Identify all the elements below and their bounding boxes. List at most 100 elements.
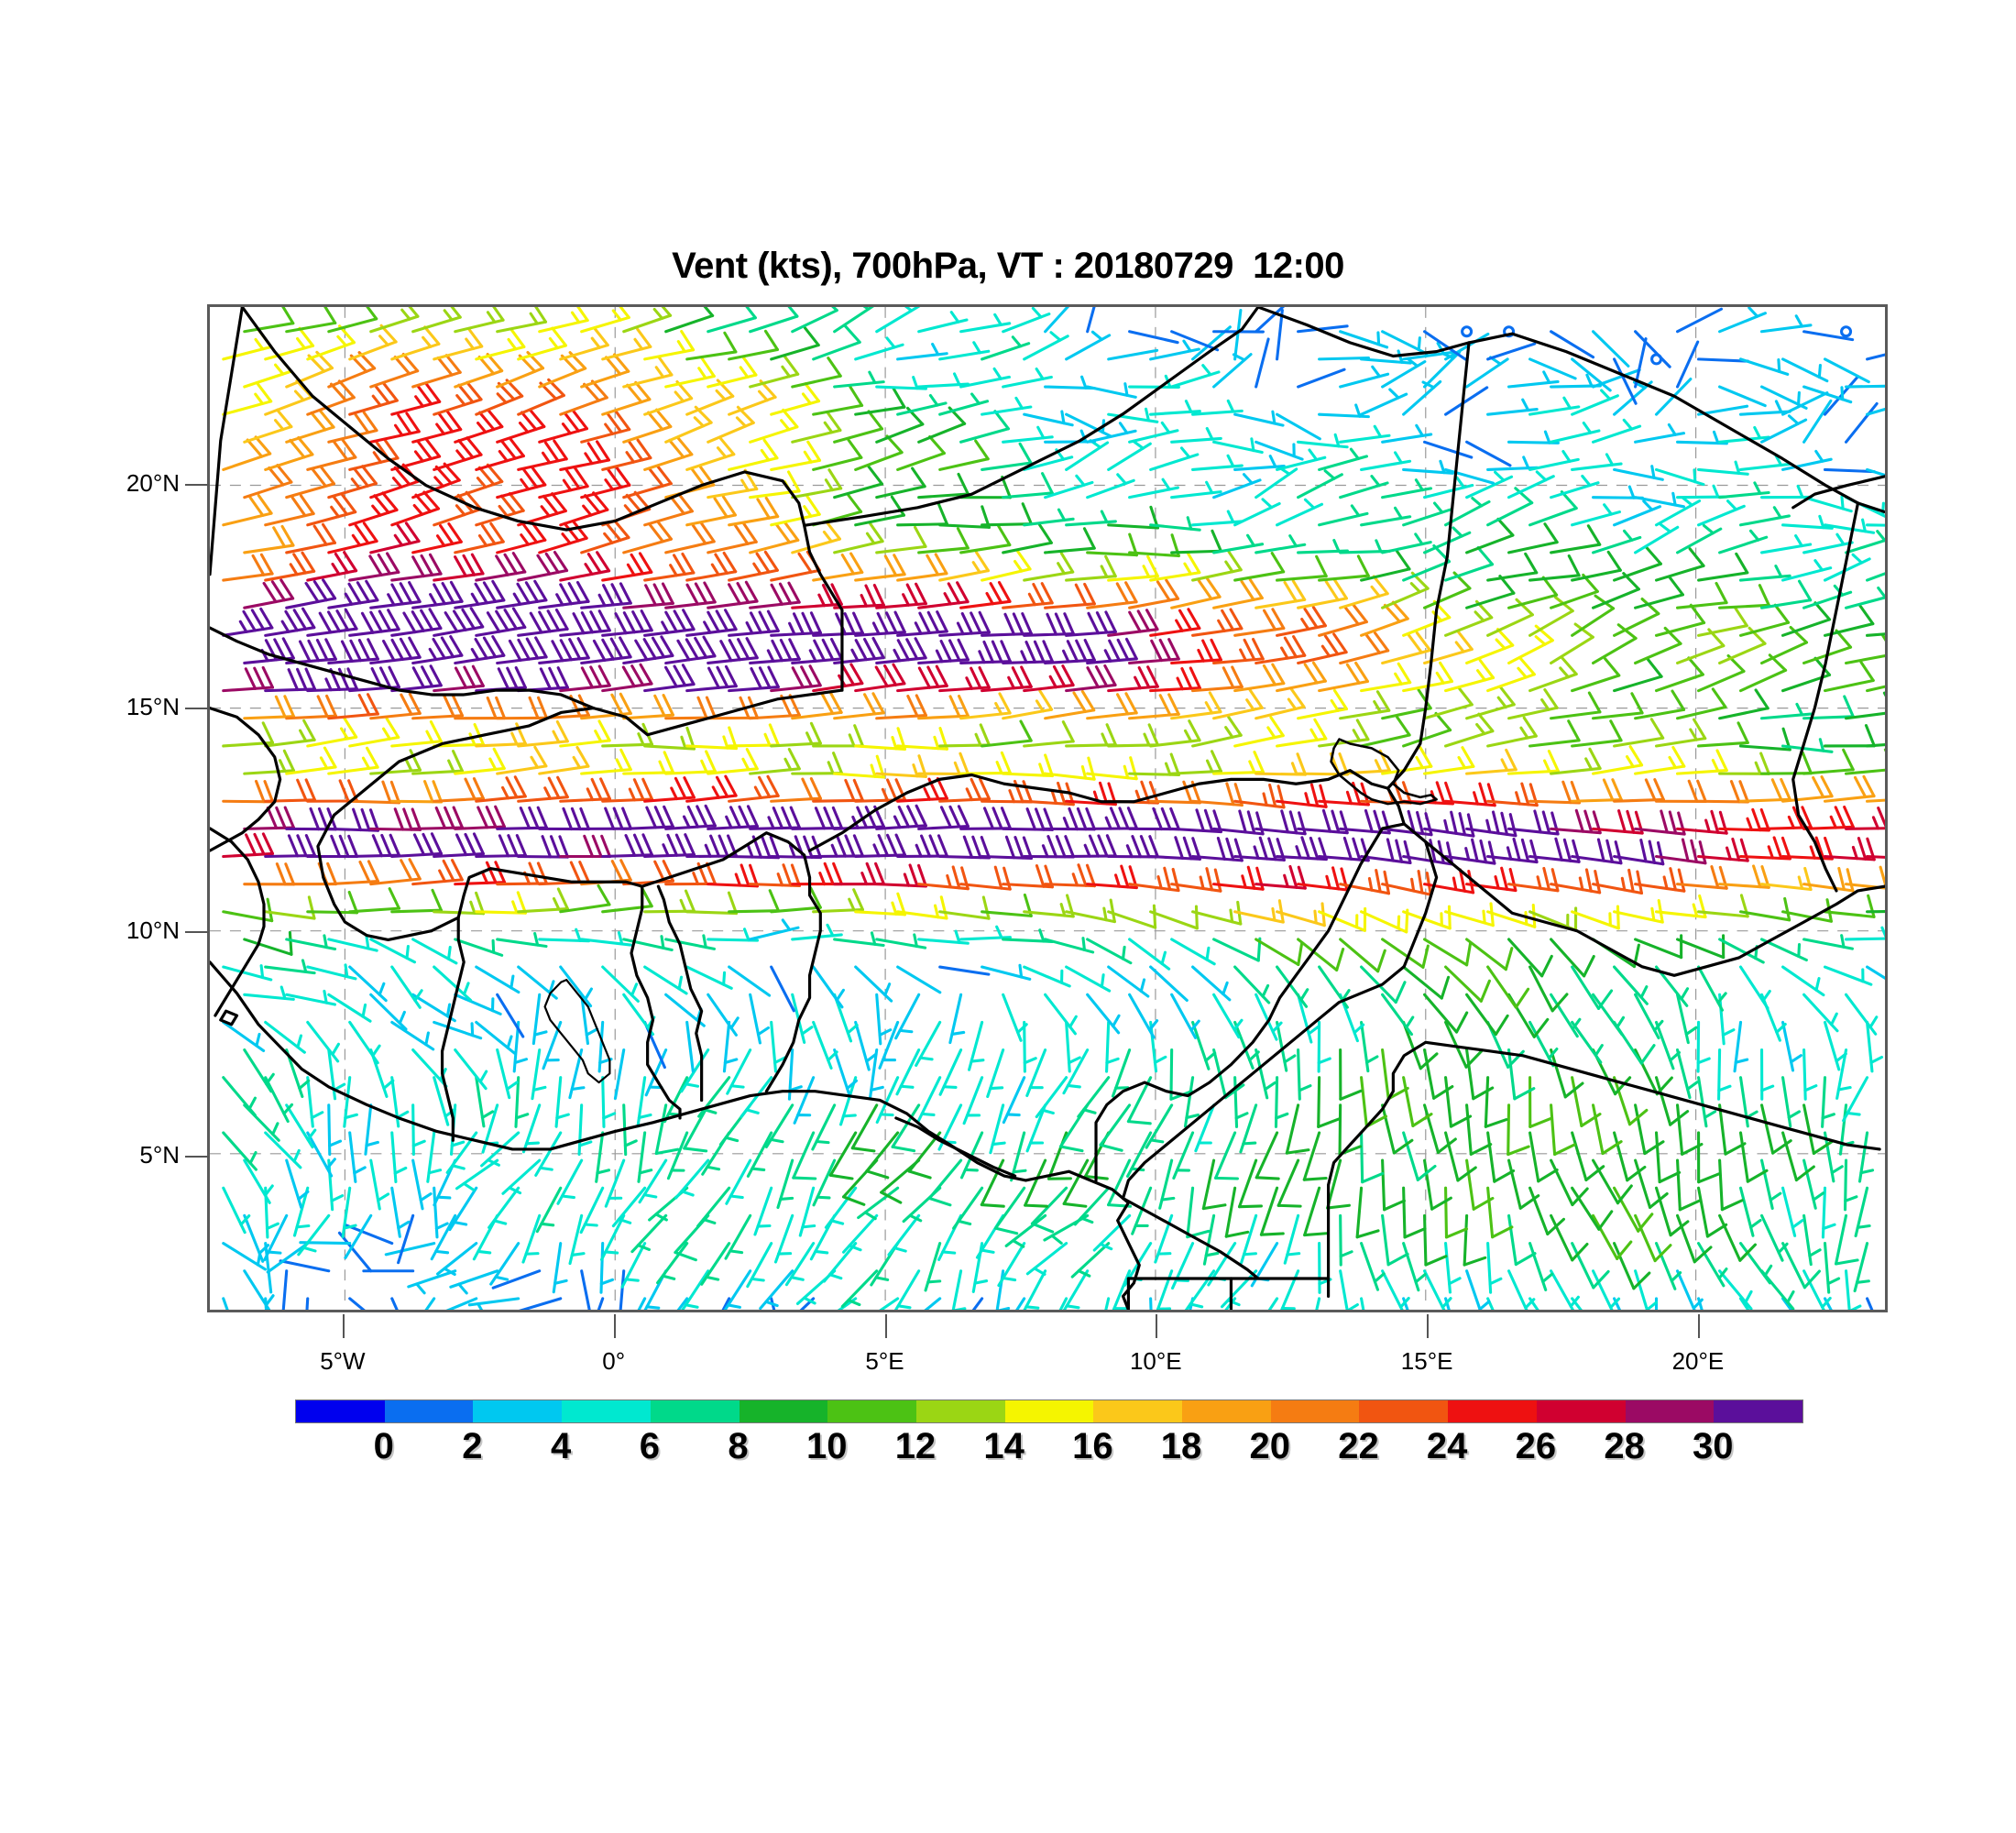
wind-barb — [643, 776, 696, 803]
wind-barb — [664, 581, 717, 609]
wind-barb — [1718, 1103, 1747, 1156]
wind-barb — [993, 1186, 1026, 1235]
wind-barb — [601, 777, 654, 803]
wind-barb — [1360, 600, 1409, 637]
wind-barb — [1004, 1213, 1047, 1248]
wind-barb — [1339, 868, 1391, 895]
wind-barb — [1280, 1269, 1300, 1310]
wind-barb — [1212, 993, 1244, 1039]
wind-barb — [1423, 1213, 1448, 1267]
wind-barb — [264, 1186, 279, 1239]
wind-barb — [1191, 550, 1243, 582]
wind-barb — [854, 386, 906, 416]
wind-barb — [1528, 1186, 1565, 1235]
wind-barb — [475, 965, 520, 994]
wind-barb — [879, 1297, 900, 1310]
wind-barb — [1844, 530, 1885, 554]
wind-barb — [1697, 1242, 1728, 1288]
wind-barb — [728, 965, 772, 997]
wind-barb — [791, 752, 844, 775]
wind-barb — [622, 465, 673, 499]
wind-barb — [1239, 1103, 1258, 1154]
wind-barb — [1002, 522, 1053, 554]
wind-barb — [348, 552, 400, 582]
wind-barb — [1189, 1297, 1195, 1310]
wind-barb — [559, 379, 608, 416]
wind-barb — [1697, 606, 1748, 637]
wind-barb — [1044, 474, 1094, 499]
wind-barb — [1002, 582, 1054, 609]
wind-barb — [875, 466, 926, 499]
wind-barb — [1023, 508, 1075, 527]
wind-barb — [1486, 1131, 1516, 1183]
wind-barb — [1507, 938, 1553, 978]
wind-barb — [1107, 554, 1159, 582]
wind-barb — [666, 1131, 689, 1180]
wind-barb — [895, 1048, 921, 1096]
wind-barb — [1237, 1158, 1263, 1209]
wind-barb — [707, 748, 759, 775]
wind-barb — [643, 965, 688, 995]
wind-barb — [1423, 993, 1469, 1034]
wind-barb — [728, 550, 779, 582]
latitude-tick-mark — [185, 708, 209, 709]
wind-barb — [1802, 495, 1853, 513]
wind-barb — [1592, 1158, 1633, 1205]
wind-barb — [1233, 455, 1286, 471]
wind-barb — [285, 694, 337, 720]
wind-barb — [1718, 688, 1769, 720]
wind-barb — [306, 1131, 336, 1178]
wind-barb — [264, 1131, 302, 1169]
wind-barb — [917, 527, 970, 554]
wind-barb — [601, 438, 652, 471]
wind-barb — [643, 664, 696, 693]
wind-barb — [430, 1213, 457, 1261]
wind-barb — [1170, 480, 1222, 499]
wind-barb — [723, 1269, 752, 1310]
wind-barb — [1550, 1158, 1589, 1207]
wind-barb — [1697, 965, 1727, 1012]
wind-barb — [959, 313, 1012, 334]
wind-barb — [1194, 1103, 1216, 1153]
wind-barb — [854, 1020, 878, 1071]
wind-barb — [1444, 386, 1489, 416]
wind-barb — [1276, 308, 1284, 361]
wind-barb — [1381, 1158, 1406, 1212]
wind-barb — [1015, 1297, 1026, 1310]
wind-barb — [222, 553, 274, 582]
wind-barb — [1634, 330, 1671, 368]
wind-barb — [1759, 385, 1808, 410]
wind-barb — [285, 522, 336, 554]
wind-barb — [1550, 421, 1601, 444]
wind-barb — [364, 1103, 379, 1156]
wind-barb — [1507, 1158, 1540, 1210]
wind-barb — [390, 608, 443, 637]
wind-barb — [1044, 582, 1096, 609]
wind-barb — [1149, 666, 1201, 693]
wind-barb — [1550, 474, 1600, 499]
wind-barb — [1065, 664, 1117, 693]
wind-barb — [1023, 331, 1069, 361]
wind-barb — [1423, 1269, 1452, 1310]
colorbar-tick-label: 16 — [1072, 1426, 1113, 1466]
wind-barb — [1002, 640, 1055, 665]
wind-barb — [1086, 382, 1137, 399]
wind-barb — [521, 1103, 542, 1154]
wind-barb — [517, 326, 567, 361]
wind-barb — [770, 494, 821, 527]
wind-barb — [1276, 606, 1327, 637]
wind-barb — [1339, 365, 1390, 389]
wind-barb — [306, 608, 358, 637]
wind-barb — [1233, 663, 1286, 693]
wind-barb — [1112, 1269, 1132, 1310]
wind-barb — [1507, 522, 1559, 554]
wind-barb — [728, 609, 780, 637]
wind-barb — [728, 438, 779, 471]
wind-barb — [243, 1213, 270, 1263]
wind-barb — [1738, 1131, 1769, 1183]
wind-barb — [1465, 628, 1515, 665]
wind-barb — [531, 993, 548, 1046]
wind-barb — [1233, 1076, 1249, 1128]
wind-barb — [1823, 1297, 1833, 1310]
map-plot-area — [207, 304, 1888, 1312]
